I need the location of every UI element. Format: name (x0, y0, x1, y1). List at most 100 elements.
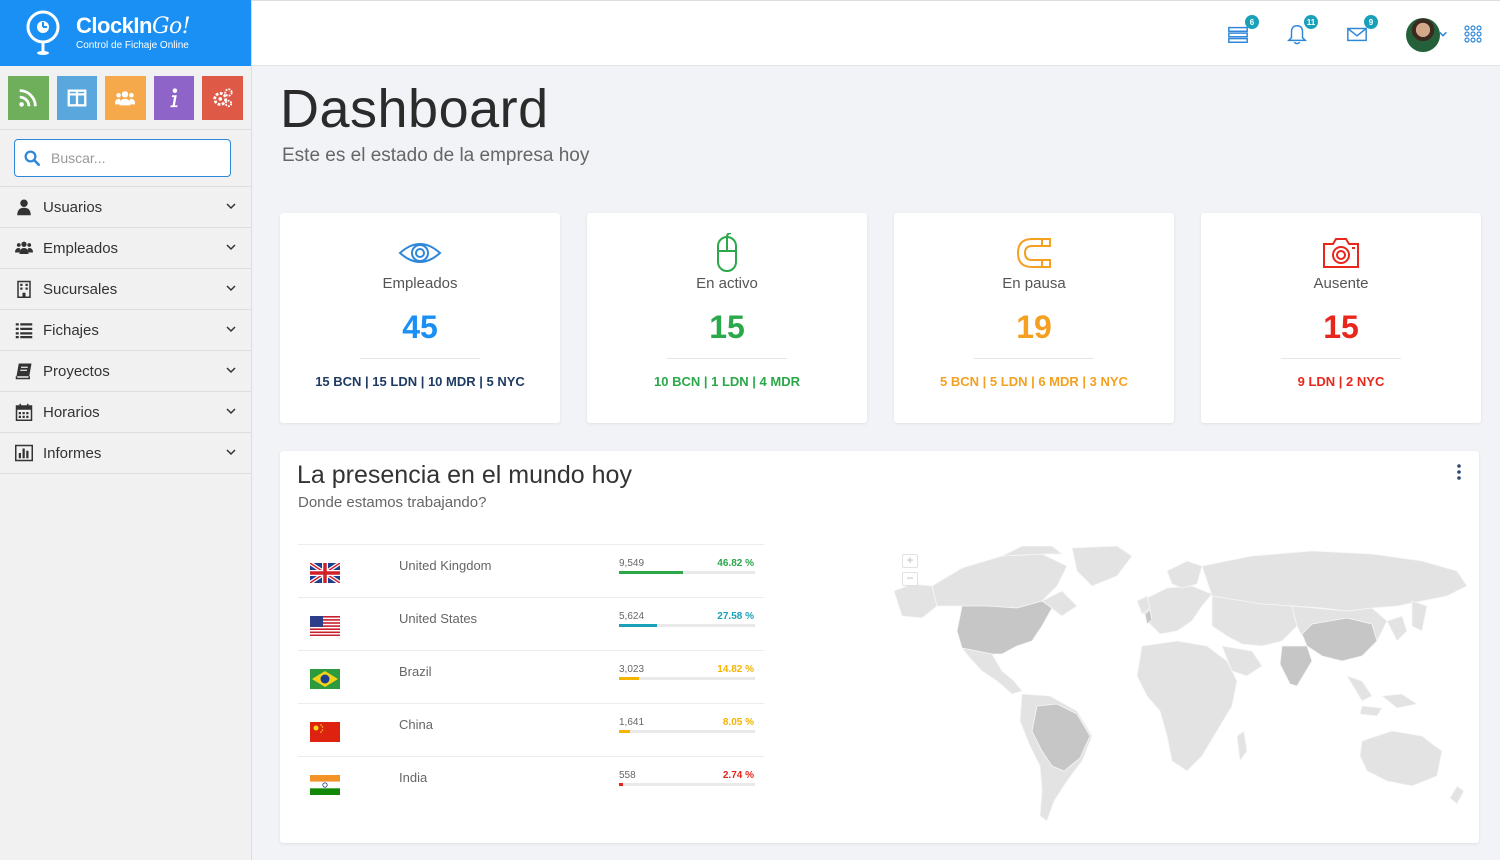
stat-value: 15 (1323, 309, 1359, 345)
sidebar-item-label: Usuarios (43, 198, 103, 216)
progress-bar (619, 783, 755, 786)
sidebar-item-label: Proyectos (43, 362, 110, 380)
presence-panel: La presencia en el mundo hoy Donde estam… (280, 451, 1479, 843)
chevron-down-icon (225, 404, 237, 421)
stat-detail: 15 BCN | 15 LDN | 10 MDR | 5 NYC (315, 374, 525, 389)
columns-button[interactable] (56, 76, 98, 120)
search-input[interactable] (51, 150, 221, 166)
more-vertical-icon[interactable] (1455, 463, 1463, 481)
stat-detail: 9 LDN | 2 NYC (1297, 374, 1385, 389)
chevron-down-icon (225, 322, 237, 339)
country-count: 3,023 (619, 664, 645, 675)
panel-title: La presencia en el mundo hoy (297, 461, 632, 489)
stat-card-empleados: Empleados 45 15 BCN | 15 LDN | 10 MDR | … (280, 213, 560, 423)
messages-button[interactable]: 9 (1346, 15, 1378, 45)
sidebar-item-label: Sucursales (43, 280, 118, 298)
stat-card-en-pausa: En pausa 19 5 BCN | 5 LDN | 6 MDR | 3 NY… (894, 213, 1174, 423)
search-box (14, 139, 231, 177)
sidebar-item-informes[interactable]: Informes (0, 433, 251, 474)
sidebar-item-fichajes[interactable]: Fichajes (0, 310, 251, 351)
rss-icon (19, 89, 38, 107)
sidebar: ClockInGo! Control de Fichaje Online Usu… (0, 0, 252, 860)
india-flag-icon (310, 775, 340, 795)
chevron-down-icon (225, 240, 237, 257)
mouse-icon (705, 232, 749, 273)
info-icon (170, 88, 178, 108)
stat-label: En pausa (1002, 275, 1066, 292)
sidebar-item-label: Horarios (43, 403, 100, 421)
table-row: India 558 2.74 % (298, 756, 764, 809)
chevron-down-icon (225, 363, 237, 380)
brand-logo[interactable]: ClockInGo! Control de Fichaje Online (0, 0, 251, 66)
country-table: United Kingdom 9,549 46.82 % United Stat… (298, 544, 764, 809)
search-icon (24, 150, 41, 167)
us-flag-icon (310, 616, 340, 636)
notifications-button[interactable]: 11 (1286, 15, 1318, 45)
stat-value: 19 (1016, 309, 1052, 345)
envelope-icon (1347, 27, 1367, 42)
country-percent: 2.74 % (722, 770, 754, 781)
chevron-down-icon (225, 199, 237, 216)
chevron-down-icon (225, 281, 237, 298)
sidebar-item-label: Fichajes (43, 321, 99, 339)
country-percent: 8.05 % (722, 717, 754, 728)
bell-icon (1286, 25, 1308, 45)
country-percent: 27.58 % (717, 611, 754, 622)
tasks-badge: 6 (1245, 15, 1259, 29)
apps-grid-icon[interactable] (1464, 25, 1482, 43)
quick-actions (0, 66, 251, 130)
stat-card-ausente: Ausente 15 9 LDN | 2 NYC (1201, 213, 1481, 423)
building-icon (14, 280, 34, 298)
zoom-in-button[interactable]: + (902, 554, 918, 568)
page-subtitle: Este es el estado de la empresa hoy (282, 145, 590, 166)
stat-detail: 5 BCN | 5 LDN | 6 MDR | 3 NYC (940, 374, 1128, 389)
table-row: Brazil 3,023 14.82 % (298, 650, 764, 703)
chevron-down-icon[interactable] (1438, 29, 1448, 39)
notifications-badge: 11 (1304, 15, 1318, 29)
tasks-icon (1228, 26, 1248, 43)
sidebar-item-usuarios[interactable]: Usuarios (0, 187, 251, 228)
feed-button[interactable] (8, 76, 49, 120)
sidebar-item-proyectos[interactable]: Proyectos (0, 351, 251, 392)
country-count: 1,641 (619, 717, 645, 728)
book-icon (14, 362, 34, 380)
page-title: Dashboard (280, 79, 549, 139)
progress-bar (619, 677, 755, 680)
country-name: Brazil (399, 664, 432, 679)
sidebar-item-horarios[interactable]: Horarios (0, 392, 251, 433)
team-button[interactable] (105, 76, 146, 120)
chevron-down-icon (225, 445, 237, 462)
country-count: 9,549 (619, 558, 645, 569)
progress-bar (619, 730, 755, 733)
stat-label: En activo (696, 275, 758, 292)
tasks-button[interactable]: 6 (1227, 15, 1259, 45)
country-name: United States (399, 611, 478, 626)
topbar: 6 11 9 (252, 0, 1500, 66)
user-icon (14, 198, 34, 216)
sidebar-item-empleados[interactable]: Empleados (0, 228, 251, 269)
sidebar-item-label: Informes (43, 444, 102, 462)
brazil-flag-icon (310, 669, 340, 689)
country-percent: 46.82 % (717, 558, 754, 569)
world-map[interactable]: + − (892, 545, 1472, 831)
country-name: China (399, 717, 433, 732)
progress-bar (619, 624, 755, 627)
main-nav: Usuarios Empleados Sucursales Fichajes P… (0, 187, 251, 474)
table-row: China 1,641 8.05 % (298, 703, 764, 756)
world-map-graphic (893, 545, 1468, 822)
magnet-icon (1012, 233, 1056, 273)
sidebar-item-label: Empleados (43, 239, 119, 257)
zoom-out-button[interactable]: − (902, 572, 918, 586)
china-flag-icon (310, 722, 340, 742)
sidebar-item-sucursales[interactable]: Sucursales (0, 269, 251, 310)
cogs-icon (213, 88, 233, 108)
table-row: United Kingdom 9,549 46.82 % (298, 544, 764, 597)
progress-bar (619, 571, 755, 574)
users-icon (14, 239, 34, 257)
brand-tagline: Control de Fichaje Online (76, 39, 189, 51)
stat-value: 15 (709, 309, 745, 345)
info-button[interactable] (153, 76, 195, 120)
avatar[interactable] (1406, 18, 1440, 52)
panel-subtitle: Donde estamos trabajando? (298, 494, 487, 511)
settings-button[interactable] (202, 76, 243, 120)
